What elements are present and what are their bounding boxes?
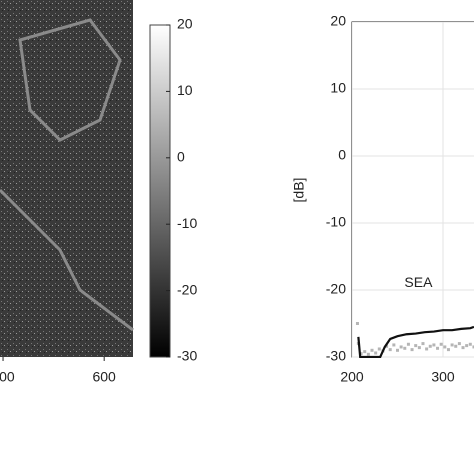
marker: [465, 344, 469, 348]
y-tick-label: 0: [338, 147, 346, 163]
colorbar-tick-label: -20: [177, 281, 197, 297]
marker: [363, 350, 367, 354]
y-tick-label: -10: [326, 214, 346, 230]
marker: [457, 342, 461, 346]
x-tick-label: 200: [340, 369, 364, 385]
y-tick-label: 20: [330, 13, 346, 29]
marker: [406, 342, 410, 346]
colorbar-tick-label: 20: [177, 16, 193, 32]
marker: [436, 346, 440, 350]
marker: [421, 342, 425, 346]
y-tick-label: -30: [326, 348, 346, 364]
marker: [461, 346, 465, 350]
x-tick-label: 600: [92, 369, 116, 385]
marker: [385, 344, 389, 348]
marker: [417, 346, 421, 350]
colorbar-tick-label: -30: [177, 348, 197, 364]
y-tick-label: 10: [330, 80, 346, 96]
marker: [472, 345, 474, 349]
marker: [359, 352, 363, 356]
sar-image: [0, 0, 133, 357]
x-tick-label: 300: [431, 369, 455, 385]
marker: [443, 345, 447, 349]
marker: [446, 348, 450, 352]
marker: [428, 344, 432, 348]
image-texture: [0, 18, 134, 332]
y-axis-label: [dB]: [291, 178, 307, 203]
marker: [454, 344, 458, 348]
marker: [439, 342, 443, 346]
marker: [396, 348, 399, 352]
marker: [377, 347, 381, 351]
colorbar-tick-label: 0: [177, 149, 185, 165]
marker: [425, 347, 429, 351]
marker: [366, 352, 370, 356]
colorbar: [149, 24, 171, 358]
marker: [355, 322, 359, 325]
colorbar-tick-label: -10: [177, 215, 197, 231]
y-tick-label: -20: [326, 281, 346, 297]
marker: [450, 343, 454, 347]
x-tick-label: 400: [0, 369, 15, 385]
plot-content: [352, 22, 474, 358]
plot-area: [351, 21, 474, 358]
marker: [392, 343, 396, 347]
colorbar-tick-label: 10: [177, 82, 193, 98]
marker: [374, 351, 378, 355]
annotation: SEA: [404, 274, 433, 290]
marker: [468, 342, 472, 346]
series-line: [357, 325, 474, 358]
marker: [403, 346, 407, 350]
marker: [414, 344, 418, 348]
marker: [399, 345, 403, 349]
marker: [388, 348, 392, 352]
marker: [432, 343, 436, 347]
marker: [410, 348, 414, 352]
marker: [370, 348, 374, 352]
